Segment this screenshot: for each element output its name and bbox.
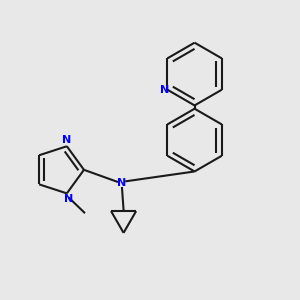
- Text: N: N: [64, 194, 73, 204]
- Text: N: N: [117, 178, 127, 188]
- Text: N: N: [62, 135, 71, 145]
- Text: N: N: [160, 85, 170, 95]
